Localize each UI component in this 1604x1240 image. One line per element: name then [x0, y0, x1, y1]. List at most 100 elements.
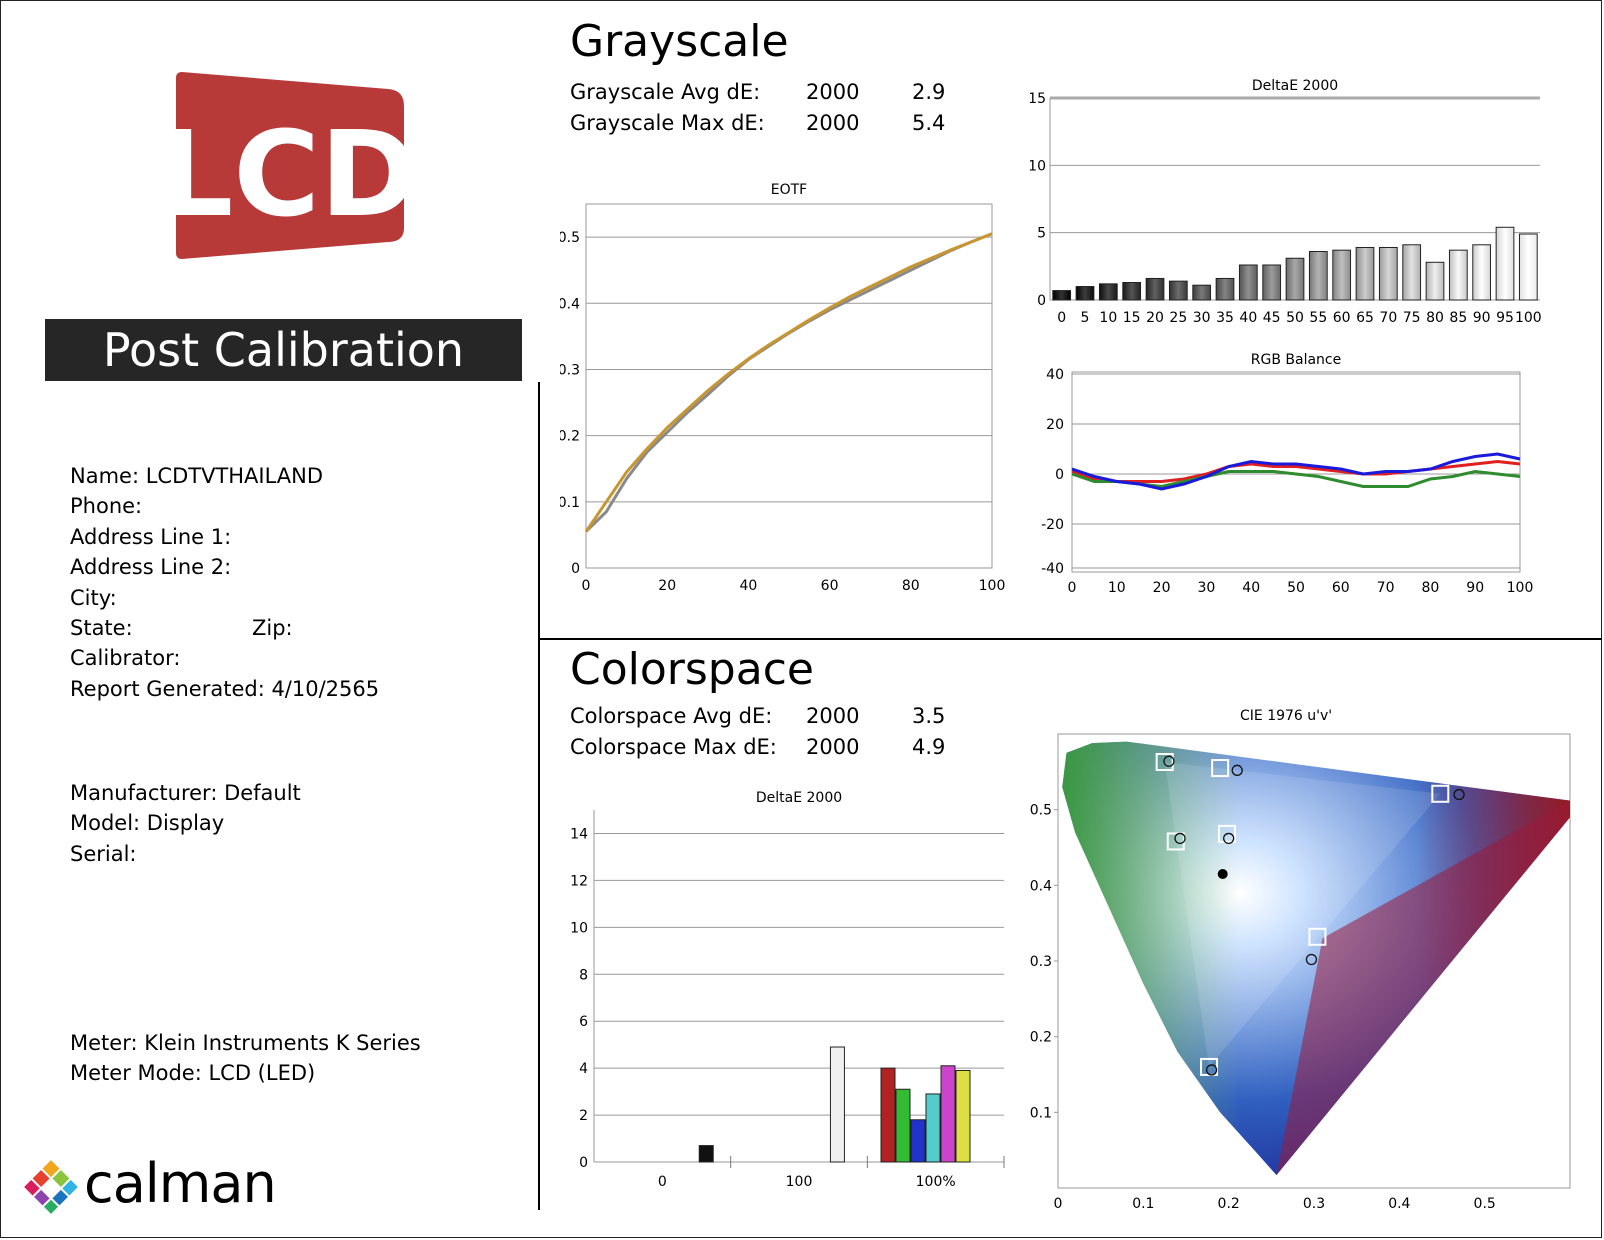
chart-title: EOTF [771, 182, 807, 198]
grayscale-bar [1145, 277, 1165, 301]
grayscale-bar [1332, 249, 1352, 301]
y-tick-label: 0.3 [1030, 954, 1052, 970]
x-tick-label: 0.5 [1474, 1196, 1496, 1212]
manufacturer-field: Manufacturer: Default [70, 781, 301, 805]
colorspace-max-label: Colorspace Max dE: [570, 735, 777, 759]
chart-title: DeltaE 2000 [1252, 78, 1338, 94]
model-field: Model: Display [70, 811, 225, 836]
grayscale-bar [1122, 281, 1142, 301]
x-tick-label: 0 [582, 578, 591, 594]
x-tick-label: 0 [1054, 1196, 1063, 1212]
colorspace-avg-value: 3.5 [912, 704, 946, 728]
y-tick-label: 0.5 [560, 230, 580, 246]
x-tick-label: 30 [1197, 580, 1215, 596]
x-tick-label: 80 [1421, 580, 1439, 596]
colorspace-bar [829, 1046, 845, 1163]
x-tick-label: 100 [1515, 310, 1542, 326]
colorspace-avg-std: 2000 [806, 704, 860, 728]
contact-info: Name: LCDTVTHAILAND Phone: Address Line … [70, 461, 379, 704]
y-tick-label: 40 [1046, 367, 1064, 383]
y-tick-label: 8 [579, 967, 588, 983]
zip-field: Zip: [252, 616, 293, 641]
grayscale-bar [1402, 244, 1422, 301]
x-tick-label: 40 [1242, 580, 1260, 596]
grayscale-bar [1285, 257, 1305, 301]
grayscale-bar [1262, 264, 1282, 301]
x-tick-label: 60 [821, 578, 839, 594]
x-tick-label: 40 [739, 578, 757, 594]
x-tick-label: 0 [1057, 310, 1066, 326]
name-field: Name: LCDTVTHAILAND [70, 464, 324, 488]
calibrator-field: Calibrator: [70, 646, 181, 671]
post-calibration-banner: Post Calibration [45, 319, 522, 381]
cie-chart: 0.1 0.2 0.3 0.4 0.5 0 0.1 0.2 0.3 0.4 0.5 [1030, 733, 1571, 1212]
colorspace-bar [698, 1145, 714, 1163]
colorspace-bar [910, 1119, 926, 1163]
x-tick-label: 80 [1426, 310, 1444, 326]
y-tick-label: 2 [579, 1108, 588, 1124]
x-tick-label: 100 [1507, 580, 1534, 596]
x-tick-label: 100% [916, 1174, 956, 1190]
y-tick-label: 6 [579, 1014, 588, 1030]
grayscale-bar [1495, 226, 1515, 301]
x-tick-label: 65 [1356, 310, 1374, 326]
y-tick-label: 14 [570, 826, 588, 842]
x-tick-label: 30 [1193, 310, 1211, 326]
grayscale-bar [1448, 249, 1468, 301]
x-tick-label: 95 [1496, 310, 1514, 326]
target-square [1217, 824, 1236, 843]
y-tick-label: 0.4 [560, 296, 580, 312]
grayscale-max-std: 2000 [806, 111, 860, 135]
x-tick-label: 75 [1403, 310, 1421, 326]
x-tick-label: 60 [1333, 310, 1351, 326]
address2-field: Address Line 2: [70, 555, 232, 580]
x-tick-label: 70 [1377, 580, 1395, 596]
grayscale-bar [1238, 264, 1258, 301]
colorspace-bar [955, 1069, 971, 1163]
serial-field: Serial: [70, 841, 137, 866]
x-tick-label: 50 [1286, 310, 1304, 326]
report-date-field: Report Generated: 4/10/2565 [70, 676, 380, 701]
x-tick-label: 55 [1309, 310, 1327, 326]
white-point [1217, 868, 1228, 879]
colorspace-bar [925, 1093, 941, 1163]
colorspace-bar [880, 1067, 896, 1163]
y-tick-label: 0.5 [1030, 803, 1052, 819]
y-tick-label: 0 [1055, 467, 1064, 483]
x-tick-label: 45 [1263, 310, 1281, 326]
rgb-line-0 [1071, 459, 1521, 483]
y-tick-label: 5 [1037, 226, 1046, 242]
vertical-divider [538, 382, 540, 1210]
logo-text: LCD [176, 105, 408, 243]
target-square [1308, 927, 1327, 946]
measured-point [1174, 832, 1186, 845]
y-tick-label: 20 [1046, 417, 1064, 433]
cie-magenta-region [1276, 800, 1570, 1176]
target-square [1211, 759, 1230, 778]
grayscale-bar [1098, 283, 1118, 301]
x-tick-label: 40 [1239, 310, 1257, 326]
measured-point [1163, 755, 1175, 767]
y-tick-label: 0 [571, 561, 580, 577]
cie-chart-title: CIE 1976 u'v' [1240, 708, 1333, 724]
target-square [1155, 752, 1174, 771]
x-tick-label: 50 [1287, 580, 1305, 596]
measured-point [1305, 953, 1318, 966]
horizontal-divider [538, 638, 1602, 640]
y-tick-label: 0 [579, 1155, 588, 1171]
grayscale-bar [1215, 277, 1235, 301]
x-tick-label: 0.1 [1132, 1196, 1154, 1212]
eotf-line-1 [584, 232, 993, 533]
colorspace-title: Colorspace [570, 644, 814, 695]
y-tick-label: 10 [570, 920, 588, 936]
phone-field: Phone: [70, 494, 143, 519]
colorspace-bar [940, 1065, 956, 1163]
x-tick-label: 60 [1332, 580, 1350, 596]
grayscale-bar [1308, 251, 1328, 301]
x-tick-label: 0.3 [1303, 1196, 1325, 1212]
y-tick-label: -20 [1041, 517, 1064, 533]
x-tick-label: 80 [902, 578, 920, 594]
